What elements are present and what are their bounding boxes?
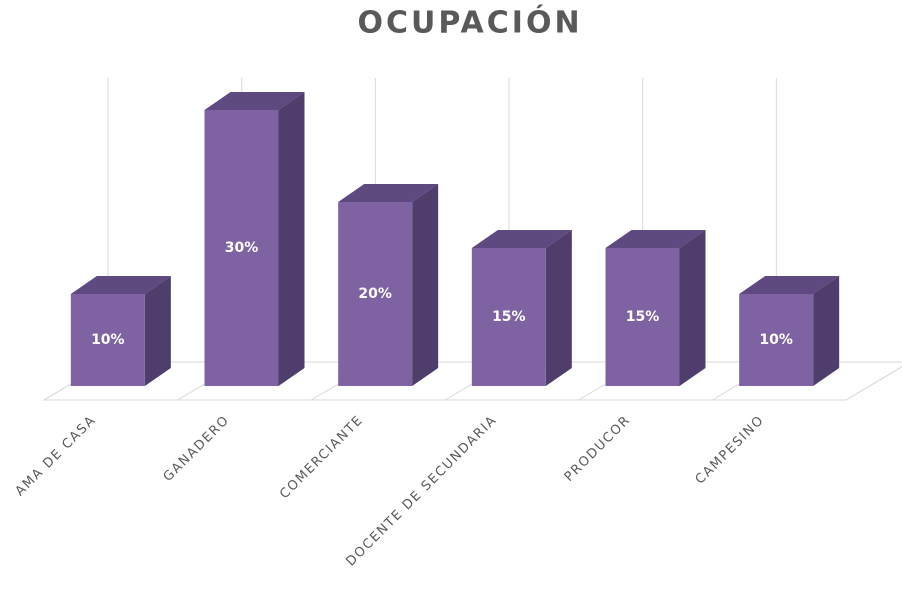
x-tick-label: AMA DE CASA [13, 413, 100, 500]
bar-top [338, 184, 439, 202]
bar-top [471, 230, 572, 248]
bar-side [278, 92, 305, 386]
bar-side [144, 276, 171, 386]
data-label: 15% [626, 309, 660, 325]
bar-side [412, 184, 439, 386]
bar-top [70, 276, 171, 294]
data-label: 10% [759, 332, 793, 348]
bar [471, 248, 546, 386]
bar-group [70, 276, 171, 386]
chart-title: OCUPACIÓN [357, 4, 582, 41]
x-tick-label: GANADERO [161, 413, 233, 485]
data-label: 30% [225, 240, 259, 256]
x-tick-label: DOCENTE DE SECUNDARIA [343, 413, 500, 570]
bar-group [204, 92, 305, 386]
bar [338, 202, 413, 386]
bar-top [739, 276, 840, 294]
bar-side [545, 230, 572, 386]
bar-top [204, 92, 305, 110]
data-label: 10% [91, 332, 125, 348]
data-label: 15% [492, 309, 526, 325]
data-label: 20% [358, 286, 392, 302]
bar-top [605, 230, 706, 248]
bar-group [605, 230, 706, 386]
bar [204, 110, 279, 386]
bar-group [471, 230, 572, 386]
bar-group [338, 184, 439, 386]
bar-group [739, 276, 840, 386]
bar-side [679, 230, 706, 386]
floor-divider [845, 366, 902, 401]
x-tick-label: PRODUCOR [562, 413, 634, 485]
bar-side [813, 276, 840, 386]
bar [739, 294, 814, 386]
bar [70, 294, 145, 386]
bar [605, 248, 680, 386]
x-tick-label: COMERCIANTE [277, 413, 366, 502]
x-tick-label: CAMPESINO [693, 413, 768, 488]
